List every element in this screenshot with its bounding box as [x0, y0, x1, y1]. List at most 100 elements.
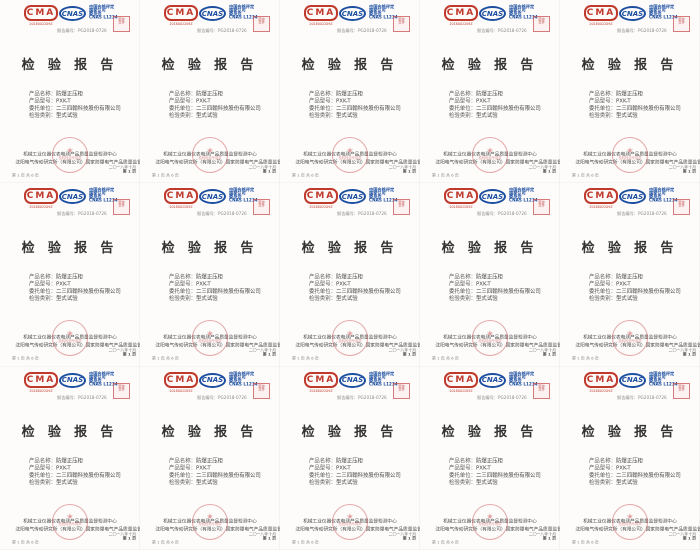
- page-count-text: 第 1 页 共 6 页: [12, 539, 39, 545]
- cnas-accreditation-text: 中国合格评定 国家认可 委员会 CNAS L1234: [509, 371, 538, 387]
- field-row: 产品型号：PXK-T: [589, 465, 681, 472]
- field-value: PXK-T: [336, 98, 351, 105]
- cnas-line: 国家认可: [509, 7, 526, 13]
- field-value: PXK-T: [616, 281, 631, 288]
- report-fields: 产品名称：防爆正压柜 产品型号：PXK-T 委托单位：二三四翰科技股份有限公司 …: [449, 91, 541, 120]
- report-title: 检 验 报 告: [301, 240, 399, 256]
- certificate-page[interactable]: CMA 2018002209Z CNAS 中国合格评定 国家认可 委员会 CNA…: [560, 183, 700, 367]
- field-value: 二三四翰科技股份有限公司: [616, 105, 681, 112]
- field-label: 委托单位：: [449, 472, 477, 479]
- certificate-page[interactable]: CMA 2018002209Z CNAS 中国合格评定 国家认可 委员会 CNA…: [0, 0, 140, 184]
- cnas-line: 中国合格评定: [649, 4, 675, 10]
- field-row: 委托单位：二三四翰科技股份有限公司: [449, 472, 541, 479]
- field-label: 产品名称：: [29, 457, 57, 464]
- field-value: PXK-T: [56, 464, 71, 472]
- cma-logo-icon: CMA: [164, 5, 198, 21]
- report-title: 检 验 报 告: [441, 423, 539, 439]
- report-number: 报告编号：PG2018-0726: [57, 28, 107, 34]
- page-number: 第 1 页: [682, 352, 696, 358]
- cma-logo-icon: CMA: [584, 371, 618, 388]
- cma-logo-icon: CMA: [584, 188, 618, 205]
- field-label: 委托单位：: [169, 288, 197, 296]
- certificate-page[interactable]: CMA 2018002209Z CNAS 中国合格评定 国家认可 委员会 CNA…: [420, 0, 560, 184]
- field-label: 产品名称：: [169, 91, 197, 98]
- certificate-page[interactable]: CMA 2018002209Z CNAS 中国合格评定 国家认可 委员会 CNA…: [280, 183, 420, 367]
- field-label: 检验类别：: [449, 112, 477, 119]
- cnas-logo-label: CNAS: [61, 376, 84, 385]
- cnas-line: CNAS L1234: [229, 198, 258, 204]
- field-value: 型式试验: [616, 112, 638, 119]
- issue-date: 二〇一八年十月: [668, 532, 696, 537]
- control-stamp-text: 受控 文件: [678, 384, 685, 391]
- certificate-page[interactable]: CMA 2018002209Z CNAS 中国合格评定 国家认可 委员会 CNA…: [280, 366, 420, 550]
- field-value: 型式试验: [336, 112, 358, 119]
- issue-date: 二〇一八年十月: [668, 348, 696, 354]
- field-value: 二三四翰科技股份有限公司: [476, 472, 541, 479]
- certificate-page[interactable]: CMA 2018002209Z CNAS 中国合格评定 国家认可 委员会 CNA…: [0, 183, 140, 367]
- field-label: 检验类别：: [589, 112, 617, 119]
- field-row: 产品名称：防爆正压柜: [309, 91, 401, 98]
- seal-star-icon: ★: [486, 328, 494, 338]
- field-value: PXK-T: [476, 464, 491, 472]
- date-page-text: 二〇一八年十月 第 1 页: [389, 166, 416, 174]
- cma-license-number: 2018002209Z: [449, 22, 473, 26]
- certificate-page[interactable]: CMA 2018002209Z CNAS 中国合格评定 国家认可 委员会 CNA…: [140, 183, 280, 367]
- field-row: 委托单位：二三四翰科技股份有限公司: [589, 472, 681, 479]
- control-stamp-icon: 受控 文件: [113, 199, 130, 216]
- page-count-text: 第 1 页 共 6 页: [152, 173, 179, 178]
- report-number: 报告编号：PG2018-0726: [477, 211, 527, 217]
- field-row: 委托单位：二三四翰科技股份有限公司: [29, 105, 121, 112]
- cnas-logo-icon: CNAS: [479, 6, 506, 21]
- seal-text: 检验检测专用章: [618, 155, 642, 160]
- page-count-text: 第 1 页 共 6 页: [432, 539, 459, 545]
- field-label: 委托单位：: [449, 288, 477, 296]
- cnas-line: 委员会: [649, 377, 662, 383]
- page-count-text: 第 1 页 共 6 页: [572, 356, 599, 362]
- cnas-logo-icon: CNAS: [199, 189, 226, 205]
- certificate-page[interactable]: CMA 2018002209Z CNAS 中国合格评定 国家认可 委员会 CNA…: [0, 366, 140, 550]
- cnas-logo-label: CNAS: [621, 192, 644, 201]
- report-title: 检 验 报 告: [441, 57, 539, 72]
- field-row: 产品型号：PXK-T: [309, 465, 401, 472]
- field-value: 防爆正压柜: [336, 457, 364, 464]
- page-number: 第 1 页: [122, 352, 136, 358]
- cma-logo-icon: CMA: [304, 371, 338, 388]
- report-number: 报告编号：PG2018-0726: [477, 28, 527, 34]
- cnas-logo-label: CNAS: [61, 192, 84, 201]
- control-stamp-text: 受控 文件: [398, 17, 405, 25]
- field-row: 产品型号：PXK-T: [169, 282, 261, 289]
- field-value: 型式试验: [56, 112, 78, 119]
- cnas-line: 国家认可: [649, 191, 666, 197]
- certificate-page[interactable]: CMA 2018002209Z CNAS 中国合格评定 国家认可 委员会 CNA…: [420, 366, 560, 550]
- field-label: 产品名称：: [589, 457, 617, 464]
- seal-text: 检验检测专用章: [58, 522, 82, 527]
- cnas-line: 国家认可: [369, 7, 386, 13]
- cnas-line: 国家认可: [89, 374, 106, 380]
- certificate-page[interactable]: CMA 2018002209Z CNAS 中国合格评定 国家认可 委员会 CNA…: [420, 183, 560, 367]
- cma-logo-label: CMA: [586, 191, 616, 202]
- certificate-page[interactable]: CMA 2018002209Z CNAS 中国合格评定 国家认可 委员会 CNA…: [280, 0, 420, 184]
- seal-text: 检验检测专用章: [478, 522, 502, 527]
- cma-logo-label: CMA: [26, 374, 56, 385]
- cnas-line: CNAS L1234: [509, 381, 538, 387]
- seal-star-icon: ★: [486, 145, 494, 155]
- cnas-logo-icon: CNAS: [59, 372, 86, 388]
- field-row: 产品名称：防爆正压柜: [309, 458, 401, 465]
- certificate-page[interactable]: CMA 2018002209Z CNAS 中国合格评定 国家认可 委员会 CNA…: [560, 0, 700, 184]
- cnas-logo-icon: CNAS: [199, 372, 226, 388]
- field-value: 二三四翰科技股份有限公司: [56, 288, 121, 296]
- field-label: 产品型号：: [589, 281, 617, 288]
- field-row: 委托单位：二三四翰科技股份有限公司: [29, 289, 121, 296]
- cnas-line: 委员会: [509, 377, 522, 383]
- issue-date: 二〇一八年十月: [388, 532, 416, 537]
- round-seal-icon: ★ 检验检测专用章: [472, 137, 508, 173]
- certificate-page[interactable]: CMA 2018002209Z CNAS 中国合格评定 国家认可 委员会 CNA…: [140, 0, 280, 184]
- cnas-line: 中国合格评定: [369, 370, 395, 376]
- field-value: 型式试验: [196, 479, 218, 486]
- certificate-page[interactable]: CMA 2018002209Z CNAS 中国合格评定 国家认可 委员会 CNA…: [140, 366, 280, 550]
- seal-star-icon: ★: [626, 512, 634, 522]
- cnas-line: 中国合格评定: [509, 4, 535, 10]
- certificate-page[interactable]: CMA 2018002209Z CNAS 中国合格评定 国家认可 委员会 CNA…: [560, 366, 700, 550]
- field-label: 委托单位：: [589, 472, 617, 479]
- field-label: 检验类别：: [309, 295, 337, 303]
